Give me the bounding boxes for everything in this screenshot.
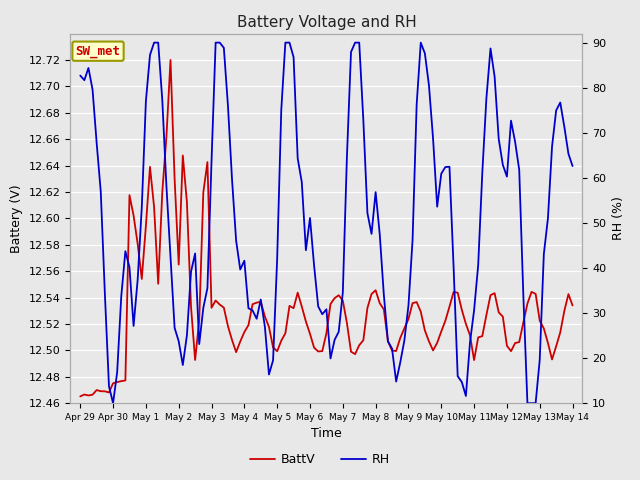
BattV [125,192,133,198]
BattV [569,302,577,308]
RH [130,323,138,329]
RH [294,156,301,161]
BattV [290,305,298,311]
RH [76,72,84,78]
BattV [166,57,174,63]
RH [417,40,424,46]
Y-axis label: RH (%): RH (%) [612,196,625,240]
X-axis label: Time: Time [311,428,342,441]
BattV [195,318,203,324]
RH [569,163,577,169]
BattV [388,348,396,353]
BattV [413,299,420,305]
RH [200,305,207,311]
RH [150,40,158,46]
Y-axis label: Battery (V): Battery (V) [10,184,23,252]
Line: BattV: BattV [80,60,573,396]
Line: RH: RH [80,43,573,403]
BattV [540,325,548,331]
Text: SW_met: SW_met [76,45,120,58]
RH [544,216,552,221]
RH [392,379,400,384]
Title: Battery Voltage and RH: Battery Voltage and RH [237,15,416,30]
BattV [76,394,84,399]
Legend: BattV, RH: BattV, RH [245,448,395,471]
RH [109,400,117,406]
